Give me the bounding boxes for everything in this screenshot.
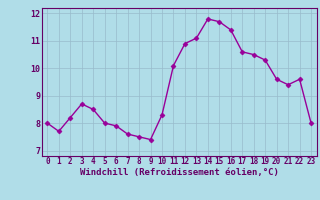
X-axis label: Windchill (Refroidissement éolien,°C): Windchill (Refroidissement éolien,°C) bbox=[80, 168, 279, 177]
